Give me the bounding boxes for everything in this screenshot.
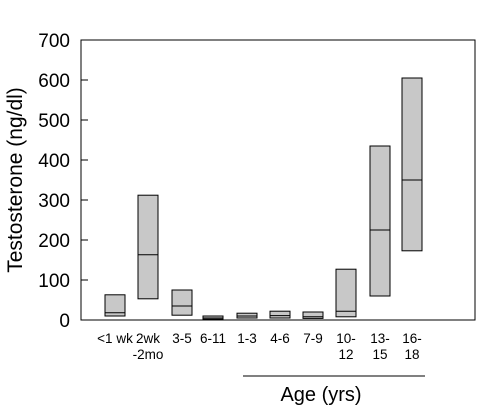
box-group	[171, 289, 193, 316]
x-tick-label: 15	[372, 347, 387, 362]
box	[401, 77, 423, 252]
box-group	[302, 311, 324, 319]
x-tick-label: 6-11	[200, 331, 226, 346]
x-tick-label: 4-6	[270, 331, 290, 346]
box	[104, 294, 126, 317]
x-tick-labels: <1 wk 2wk-2mo 3-5 6-11 1-3 4-6 7-9 10-12 13-15 16…	[97, 331, 422, 362]
x-tick-label: <1 wk	[97, 331, 133, 346]
box-group	[137, 194, 159, 300]
y-tick-label: 400	[38, 151, 70, 172]
x-tick-label: 18	[404, 347, 419, 362]
x-tick-label: 16-	[402, 331, 422, 346]
box-group	[335, 268, 357, 318]
x-tick-label: 10-	[336, 331, 356, 346]
box	[302, 311, 324, 319]
y-tick-label: 500	[38, 111, 70, 132]
y-tick-label: 600	[38, 71, 70, 92]
y-tick-label: 100	[38, 271, 70, 292]
box-group	[369, 145, 391, 297]
box-group	[401, 77, 423, 252]
box	[269, 310, 291, 319]
x-tick-label: 3-5	[172, 331, 192, 346]
box	[369, 145, 391, 297]
x-axis-label: Age (yrs)	[280, 384, 361, 406]
plot-frame	[80, 39, 476, 321]
x-tick-label: -2mo	[133, 347, 164, 362]
y-tick-label: 300	[38, 191, 70, 212]
y-axis-label: Testosterone (ng/dl)	[4, 87, 27, 273]
x-tick-label: 13-	[370, 331, 390, 346]
plot-area	[80, 39, 476, 321]
box	[137, 194, 159, 300]
box	[171, 289, 193, 316]
box-group	[236, 312, 258, 319]
boxes	[104, 77, 423, 320]
x-tick-label: 7-9	[303, 331, 323, 346]
box-group	[104, 294, 126, 317]
x-tick-label: 12	[338, 347, 353, 362]
y-tick-label: 0	[59, 311, 70, 332]
box-group	[202, 315, 224, 320]
box	[335, 268, 357, 318]
box-group	[269, 310, 291, 319]
x-tick-label: 1-3	[237, 331, 257, 346]
y-axis: 0 100 200 300 400 500 600 700	[38, 31, 88, 332]
x-tick-label: 2wk	[136, 331, 160, 346]
y-tick-label: 200	[38, 231, 70, 252]
y-tick-label: 700	[38, 31, 70, 52]
